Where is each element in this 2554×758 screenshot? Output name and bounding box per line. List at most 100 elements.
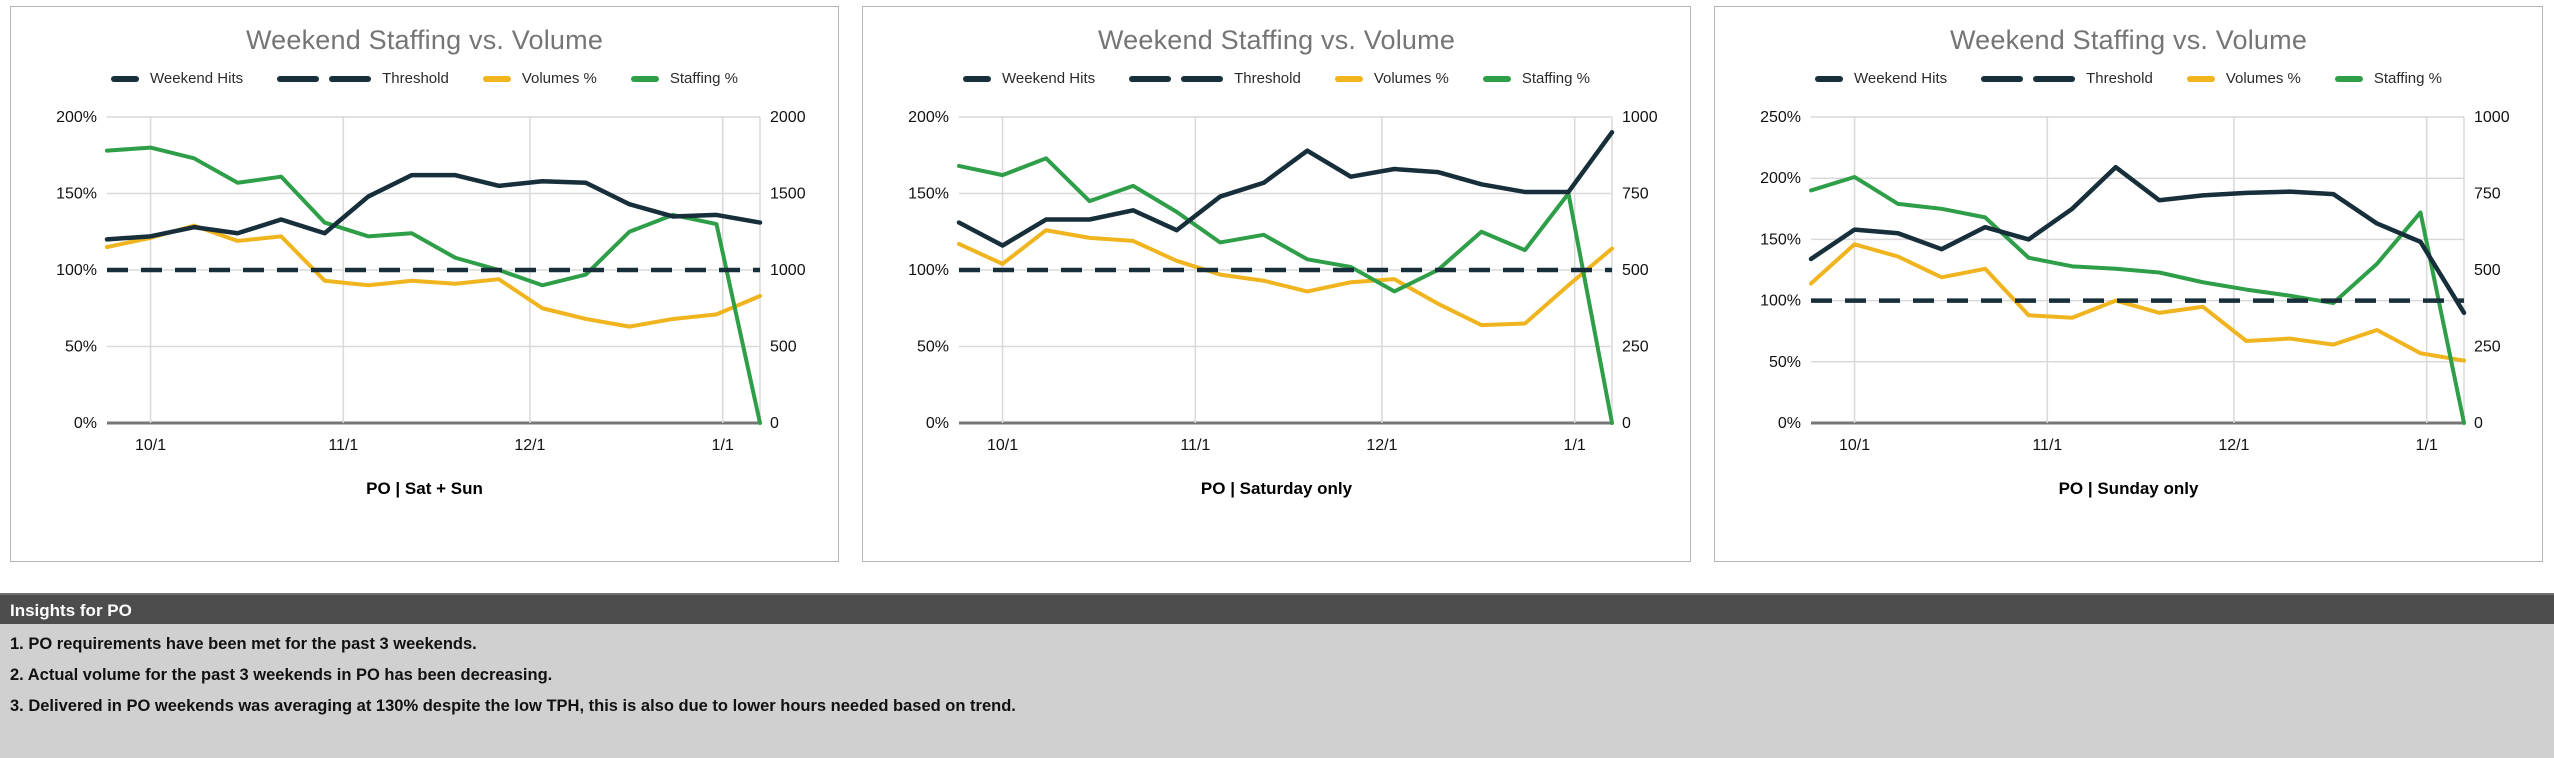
line-chart-saturday-only: 0% 50% 100% 150% 200% 0 250 500 750 1000 10/1 11/1 1… — [908, 109, 1658, 454]
legend-label: Staffing % — [669, 70, 738, 87]
legend-item-weekend-hits: Weekend Hits — [963, 70, 1095, 87]
svg-text:200%: 200% — [56, 109, 97, 126]
insight-item-3: 3. Delivered in PO weekends was averagin… — [10, 697, 1016, 715]
svg-text:1/1: 1/1 — [2416, 437, 2438, 454]
insights-header: Insights for PO — [0, 593, 2554, 624]
svg-text:750: 750 — [2474, 186, 2501, 203]
svg-text:0: 0 — [1622, 415, 1631, 432]
legend-label: Threshold — [382, 70, 449, 87]
chart-card-sunday-only: Weekend Staffing vs. Volume Weekend Hits… — [1714, 6, 2543, 562]
legend-item-staffing: Staffing % — [630, 70, 738, 87]
svg-text:150%: 150% — [56, 186, 97, 203]
chart-subtitle: PO | Sunday only — [2058, 479, 2199, 498]
legend-label: Weekend Hits — [1854, 70, 1948, 87]
svg-text:250: 250 — [2474, 339, 2501, 356]
svg-text:250%: 250% — [1760, 109, 1801, 126]
staffing-line-swatch — [2334, 75, 2363, 82]
svg-text:12/1: 12/1 — [2218, 437, 2249, 454]
svg-text:2000: 2000 — [770, 109, 806, 126]
svg-text:11/1: 11/1 — [328, 437, 358, 454]
legend-label: Weekend Hits — [150, 70, 244, 87]
weekend-hits-line-swatch — [1815, 75, 1844, 82]
svg-text:1000: 1000 — [2474, 109, 2510, 126]
legend-item-weekend-hits: Weekend Hits — [111, 70, 243, 87]
chart-title: Weekend Staffing vs. Volume — [1949, 25, 2308, 55]
charts-row: Weekend Staffing vs. Volume Weekend Hits… — [10, 6, 2543, 562]
svg-text:0%: 0% — [74, 415, 97, 432]
insight-item-1: 1. PO requirements have been met for the… — [10, 635, 477, 653]
threshold-dashed-line-swatch — [1129, 75, 1224, 82]
line-chart-sunday-only: 0% 50% 100% 150% 200% 250% 0 250 500 750 1000 10/1 1… — [1760, 109, 2510, 454]
volumes-line-swatch — [1334, 75, 1363, 82]
svg-text:0: 0 — [770, 415, 779, 432]
legend-item-weekend-hits: Weekend Hits — [1815, 70, 1947, 87]
volumes-line-swatch — [482, 75, 511, 82]
svg-text:200%: 200% — [908, 109, 949, 126]
svg-text:1500: 1500 — [770, 186, 806, 203]
svg-text:1000: 1000 — [1622, 109, 1658, 126]
legend-label: Staffing % — [2373, 70, 2442, 87]
svg-text:12/1: 12/1 — [514, 437, 545, 454]
chart-legend: Weekend Hits Threshold Volumes % Staffin… — [11, 70, 838, 87]
svg-text:500: 500 — [770, 339, 797, 356]
svg-text:200%: 200% — [1760, 170, 1801, 187]
svg-text:150%: 150% — [1760, 231, 1801, 248]
svg-text:100%: 100% — [908, 262, 949, 279]
svg-text:50%: 50% — [1769, 354, 1801, 371]
weekend-hits-line-swatch — [111, 75, 140, 82]
staffing-line-swatch — [630, 75, 659, 82]
svg-text:150%: 150% — [908, 186, 949, 203]
line-chart-sat-sun: 0% 50% 100% 150% 200% 0 500 1000 1500 2000 10/1 11/… — [56, 109, 806, 454]
chart-legend: Weekend Hits Threshold Volumes % Staffin… — [1715, 70, 2542, 87]
chart-card-sat-sun: Weekend Staffing vs. Volume Weekend Hits… — [10, 6, 839, 562]
legend-item-threshold: Threshold — [277, 70, 449, 87]
svg-text:100%: 100% — [1760, 293, 1801, 310]
svg-text:250: 250 — [1622, 339, 1649, 356]
svg-text:1/1: 1/1 — [1564, 437, 1586, 454]
legend-label: Threshold — [2086, 70, 2153, 87]
threshold-dashed-line-swatch — [1981, 75, 2076, 82]
svg-text:100%: 100% — [56, 262, 97, 279]
svg-text:500: 500 — [2474, 262, 2501, 279]
svg-text:10/1: 10/1 — [987, 437, 1018, 454]
legend-label: Volumes % — [2225, 70, 2301, 87]
legend-item-volumes: Volumes % — [482, 70, 597, 87]
volumes-line-swatch — [2186, 75, 2215, 82]
svg-text:12/1: 12/1 — [1366, 437, 1397, 454]
svg-text:750: 750 — [1622, 186, 1649, 203]
legend-item-threshold: Threshold — [1129, 70, 1301, 87]
legend-label: Volumes % — [1373, 70, 1449, 87]
legend-item-staffing: Staffing % — [2334, 70, 2442, 87]
svg-text:0%: 0% — [1778, 415, 1801, 432]
svg-text:1000: 1000 — [770, 262, 806, 279]
legend-item-threshold: Threshold — [1981, 70, 2153, 87]
legend-label: Threshold — [1234, 70, 1301, 87]
weekend-hits-line-swatch — [963, 75, 992, 82]
threshold-dashed-line-swatch — [277, 75, 372, 82]
legend-label: Staffing % — [1521, 70, 1590, 87]
legend-item-staffing: Staffing % — [1482, 70, 1590, 87]
insights-body: 1. PO requirements have been met for the… — [0, 624, 2554, 758]
svg-text:0%: 0% — [926, 415, 949, 432]
insights-section: Insights for PO 1. PO requirements have … — [0, 593, 2554, 758]
chart-legend: Weekend Hits Threshold Volumes % Staffin… — [863, 70, 1690, 87]
legend-label: Weekend Hits — [1002, 70, 1096, 87]
staffing-line-swatch — [1482, 75, 1511, 82]
svg-text:500: 500 — [1622, 262, 1649, 279]
chart-subtitle: PO | Saturday only — [1200, 479, 1353, 498]
svg-text:50%: 50% — [65, 339, 97, 356]
chart-title: Weekend Staffing vs. Volume — [1097, 25, 1456, 55]
svg-text:10/1: 10/1 — [135, 437, 166, 454]
insight-item-2: 2. Actual volume for the past 3 weekends… — [10, 666, 553, 684]
svg-text:50%: 50% — [917, 339, 949, 356]
svg-text:1/1: 1/1 — [712, 437, 734, 454]
chart-subtitle: PO | Sat + Sun — [366, 479, 483, 498]
svg-text:11/1: 11/1 — [2032, 437, 2062, 454]
legend-item-volumes: Volumes % — [1334, 70, 1449, 87]
svg-text:11/1: 11/1 — [1180, 437, 1210, 454]
legend-item-volumes: Volumes % — [2186, 70, 2301, 87]
svg-text:0: 0 — [2474, 415, 2483, 432]
svg-text:10/1: 10/1 — [1839, 437, 1870, 454]
legend-label: Volumes % — [521, 70, 597, 87]
chart-card-saturday-only: Weekend Staffing vs. Volume Weekend Hits… — [862, 6, 1691, 562]
